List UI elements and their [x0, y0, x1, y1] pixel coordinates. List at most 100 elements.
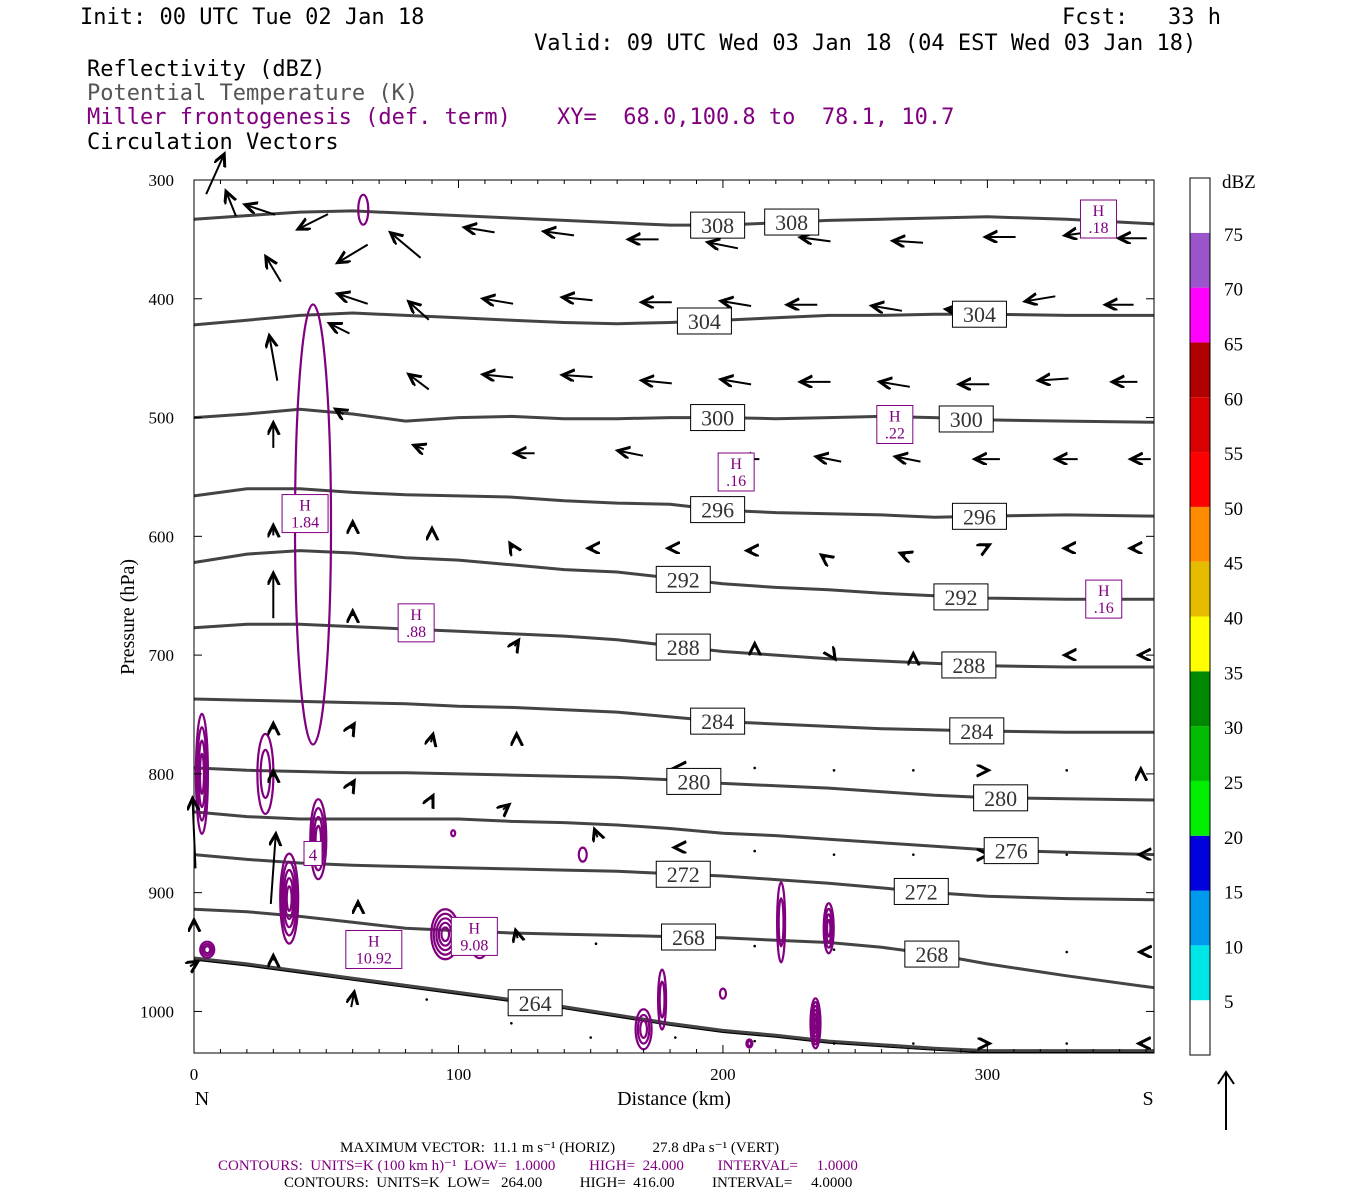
colorbar-segment: [1190, 232, 1210, 288]
colorbar-tick-label: 65: [1224, 334, 1243, 355]
theta-label: 296: [701, 498, 734, 523]
vector-arrow: [503, 805, 509, 810]
colorbar-tick-label: 20: [1224, 828, 1243, 849]
colorbar-tick-label: 40: [1224, 609, 1243, 630]
theta-label-box: [904, 940, 960, 968]
vector-arrow: [338, 243, 369, 263]
frontogenesis-max-box: [397, 603, 435, 643]
frontogenesis-contour: [745, 1038, 754, 1049]
x-tick-label: 200: [710, 1065, 736, 1084]
theta-label-box: [933, 583, 989, 611]
vector-arrow: [912, 769, 915, 772]
y-tick-label: 1000: [140, 1002, 174, 1021]
vector-arrow: [801, 237, 831, 241]
colorbar-segment: [1190, 890, 1210, 946]
frontogenesis-max-value: 10.92: [356, 950, 392, 967]
frontogenesis-max-h: H: [889, 408, 901, 425]
vector-arrow: [351, 781, 354, 786]
vector-arrow: [832, 853, 836, 856]
frontogenesis-contour: [357, 193, 370, 226]
frontogenesis-max-box: [345, 929, 403, 969]
theta-label-box: [655, 860, 711, 888]
terrain-line: [193, 959, 1154, 1054]
vector-arrow: [893, 241, 924, 243]
vector-arrow: [880, 382, 910, 387]
max-vector-note: MAXIMUM VECTOR: 11.1 m s⁻¹ (HORIZ) 27.8 …: [340, 1140, 780, 1156]
y-tick-label: 400: [149, 290, 175, 309]
colorbar-tick-label: 15: [1224, 883, 1243, 904]
theta-label: 308: [701, 213, 734, 238]
vector-arrow: [1065, 769, 1069, 772]
vector-arrow: [912, 853, 915, 856]
colorbar-tick-label: 70: [1224, 280, 1243, 301]
vector-arrow: [510, 543, 513, 548]
y-tick-label: 500: [149, 409, 175, 428]
frontogenesis-contour: [282, 868, 297, 929]
theta-contour-284: [193, 697, 1154, 734]
colorbar: 5 10 15 20 25 30 35 40 45 50 55 60 65 70 75 dBZ: [1189, 172, 1256, 1056]
theta-label-box: [690, 496, 746, 524]
vector-arrow: [425, 998, 429, 1001]
colorbar-tick-label: 50: [1224, 499, 1243, 520]
vector-arrow: [226, 191, 236, 217]
vector-arrow: [1025, 296, 1056, 301]
frontogenesis-contour: [440, 926, 451, 943]
vector-arrow: [618, 451, 644, 456]
south-label: S: [1142, 1088, 1153, 1110]
vector-arrow: [298, 213, 329, 229]
theta-label-box: [676, 307, 732, 335]
colorbar-segment: [1190, 616, 1210, 672]
colorbar-tick-label: 45: [1224, 554, 1243, 575]
vector-arrow: [833, 656, 835, 659]
theta-contour-264: [193, 956, 1154, 1053]
colorbar-segment: [1190, 1000, 1210, 1055]
vector-arrow: [1065, 1042, 1069, 1045]
vector-arrow: [271, 834, 276, 904]
x-tick-label: 0: [190, 1065, 199, 1084]
frontogenesis-max-value: .18: [1088, 220, 1108, 237]
theta-label: 292: [667, 567, 700, 592]
field-vectors: Circulation Vectors: [87, 130, 339, 155]
theta-contour-280: [193, 766, 1155, 802]
frontogenesis-contour: [284, 876, 295, 921]
frontogenesis-contour: [203, 945, 212, 955]
frontogenesis-max-box: [717, 452, 755, 492]
frontogenesis-contour: [656, 968, 668, 1031]
y-tick-label: 300: [149, 171, 175, 190]
frontogenesis-max-h: H: [299, 498, 311, 515]
frontogenesis-contour: [310, 807, 326, 872]
frontogenesis-contour: [199, 940, 216, 959]
theta-label: 308: [775, 210, 808, 235]
vector-arrow: [595, 829, 598, 837]
field-reflectivity: Reflectivity (dBZ): [87, 57, 326, 82]
vector-arrow: [912, 1042, 915, 1045]
theta-label: 296: [963, 504, 996, 529]
x-tick-label: 100: [446, 1065, 472, 1084]
theta-label: 304: [963, 302, 996, 327]
frontogenesis-max-h: H: [368, 933, 380, 950]
vector-arrow: [563, 297, 593, 300]
vector-arrow: [753, 944, 756, 948]
y-tick-label: 900: [149, 884, 175, 903]
theta-contour-304: [193, 311, 1154, 327]
frontogenesis-contour: [450, 829, 457, 838]
theta-label: 304: [688, 309, 721, 334]
theta-label: 280: [677, 769, 710, 794]
frontogenesis-contour: [776, 881, 787, 964]
theta-label-box: [938, 405, 994, 433]
frontogenesis-max-box: [876, 404, 914, 444]
frontogenesis-contour: [285, 885, 293, 912]
colorbar-tick-label: 55: [1224, 444, 1243, 465]
frontogenesis-contour-note: CONTOURS: UNITS=K (100 km h)⁻¹ LOW= 1.00…: [218, 1158, 858, 1174]
colorbar-segment: [1190, 835, 1210, 891]
vector-arrow: [465, 227, 495, 232]
frontogenesis-contour: [279, 852, 300, 945]
frontogenesis-max-h: H: [1093, 203, 1105, 220]
frontogenesis-contour: [825, 918, 832, 938]
frontogenesis-max-h: H: [730, 456, 742, 473]
vector-arrow: [266, 257, 282, 283]
forecast-hour: 33 h: [1168, 5, 1221, 30]
vector-arrow: [245, 205, 276, 216]
vector-arrow: [431, 734, 433, 742]
